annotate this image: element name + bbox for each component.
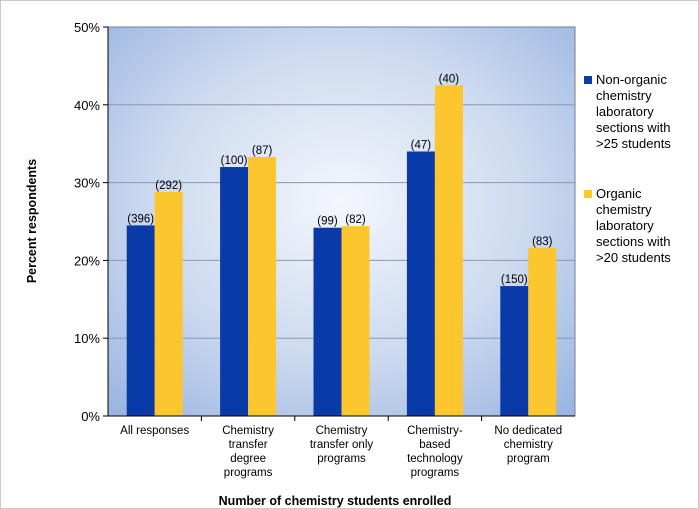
legend-swatch [584, 76, 592, 84]
legend-label: laboratory [596, 218, 654, 233]
bar-value-label: (83) [532, 236, 553, 248]
x-tick-label: No dedicated [494, 425, 562, 437]
x-tick-label: based [419, 439, 450, 451]
bar-value-label: (47) [411, 139, 432, 151]
x-axis-title: Number of chemistry students enrolled [219, 494, 452, 508]
bar-value-label: (100) [221, 155, 248, 167]
data-labels: (396) (292) (100) (87) (99) (82) (47) (40) (150)… [127, 73, 552, 286]
y-tick-label: 0% [81, 409, 100, 424]
x-tick-label: chemistry [504, 439, 553, 451]
x-tick-label: programs [224, 467, 273, 479]
bar-value-label: (40) [439, 73, 460, 85]
legend-label: Organic [596, 186, 642, 201]
legend-label: sections with [596, 234, 670, 249]
x-tick-label: Chemistry [316, 425, 368, 437]
y-tick-label: 40% [74, 98, 100, 113]
legend-label: sections with [596, 120, 670, 135]
legend-swatch [584, 190, 592, 198]
bar-non-organic [220, 167, 249, 416]
x-tick-label: programs [317, 453, 366, 465]
x-tick-label: transfer only [310, 439, 374, 451]
legend-label: chemistry [596, 202, 652, 217]
y-axis-title: Percent respondents [25, 159, 39, 283]
legend-label: laboratory [596, 104, 654, 119]
bar-value-label: (87) [252, 145, 273, 157]
x-tick-label: program [507, 453, 550, 465]
bar-value-label: (99) [317, 216, 338, 228]
legend-label: Non-organic [596, 72, 667, 87]
bar-value-label: (292) [155, 180, 182, 192]
legend-label: >20 students [596, 250, 671, 265]
bar-value-label: (82) [345, 214, 366, 226]
bar-organic [154, 191, 183, 416]
x-tick-label: All responses [120, 425, 189, 437]
x-tick-label: Chemistry- [407, 425, 463, 437]
axes: 0% 10% 20% 30% 40% 50% All responses Chemistry t… [74, 20, 575, 479]
bar-non-organic [126, 225, 155, 416]
x-tick-label: Chemistry [222, 425, 274, 437]
bar-non-organic [406, 151, 435, 417]
x-tick-label: programs [411, 467, 460, 479]
y-tick-label: 30% [74, 176, 100, 191]
bar-value-label: (396) [127, 213, 154, 225]
bar-organic [434, 85, 463, 416]
legend-label: chemistry [596, 88, 652, 103]
y-tick-label: 50% [74, 20, 100, 35]
bar-non-organic [313, 227, 342, 416]
legend-label: >25 students [596, 136, 671, 151]
bar-non-organic [500, 286, 529, 416]
x-tick-label: degree [230, 453, 266, 465]
x-tick-label: technology [407, 453, 463, 465]
bar-organic [248, 156, 277, 416]
bar-value-label: (150) [501, 274, 528, 286]
y-tick-label: 10% [74, 331, 100, 346]
bars [126, 85, 557, 417]
y-tick-label: 20% [74, 253, 100, 268]
bar-organic [341, 226, 370, 416]
x-tick-label: transfer [229, 439, 268, 451]
bar-organic [528, 247, 557, 416]
